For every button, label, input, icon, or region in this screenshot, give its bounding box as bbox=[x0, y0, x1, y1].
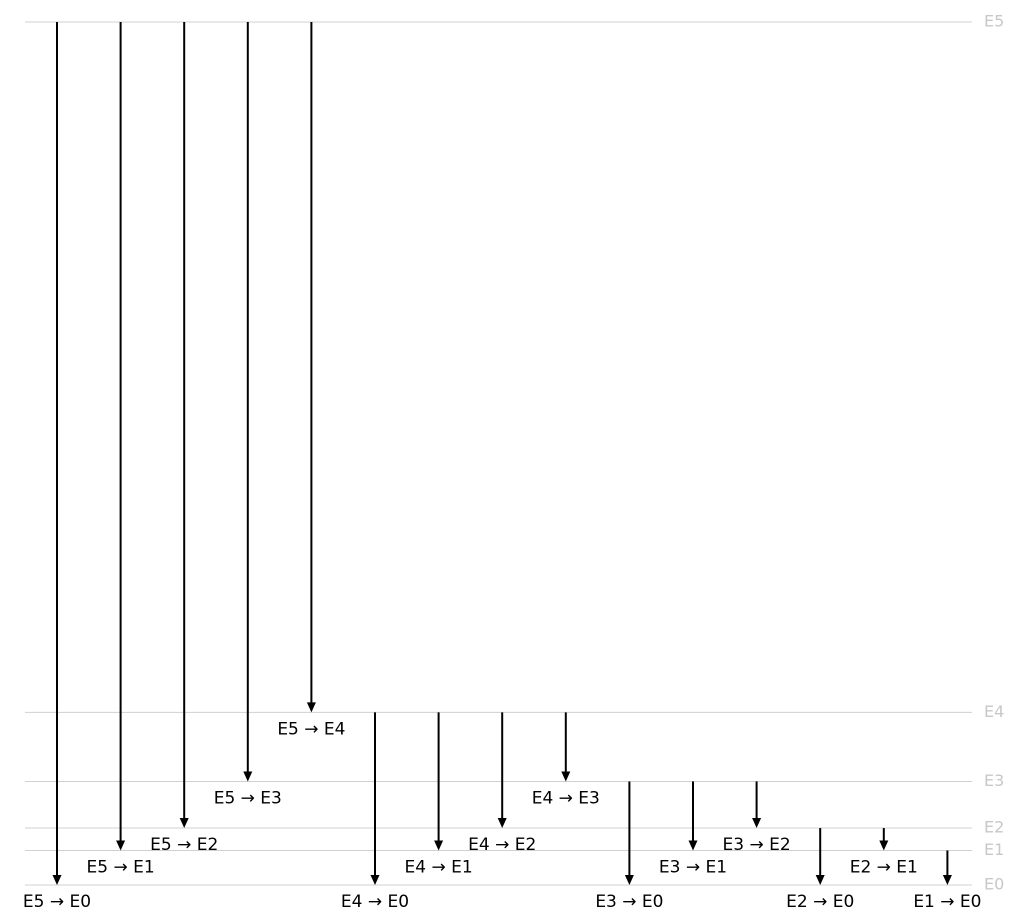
transition-label-e3-to-e1: E3 → E1 bbox=[659, 857, 727, 877]
transition-label-e2-to-e1: E2 → E1 bbox=[850, 857, 918, 877]
transition-label-e5-to-e2: E5 → E2 bbox=[150, 835, 218, 855]
transition-label-e4-to-e2: E4 → E2 bbox=[468, 835, 536, 855]
arrowhead-e4-to-e2 bbox=[497, 818, 507, 829]
level-label-e3: E3 bbox=[984, 771, 1004, 790]
level-label-e4: E4 bbox=[984, 702, 1004, 721]
transition-label-e5-to-e3: E5 → E3 bbox=[214, 788, 282, 808]
arrowhead-e2-to-e1 bbox=[879, 840, 889, 851]
transition-label-e1-to-e0: E1 → E0 bbox=[913, 892, 981, 912]
level-label-e1: E1 bbox=[984, 840, 1004, 859]
level-label-e2: E2 bbox=[984, 818, 1004, 837]
level-label-e5: E5 bbox=[984, 12, 1004, 31]
transition-label-e3-to-e2: E3 → E2 bbox=[723, 835, 791, 855]
arrowhead-e4-to-e3 bbox=[561, 771, 571, 782]
transition-arrows bbox=[52, 22, 952, 885]
transition-label-e5-to-e4: E5 → E4 bbox=[277, 719, 345, 739]
arrowhead-e2-to-e0 bbox=[815, 875, 825, 885]
transition-label-e5-to-e0: E5 → E0 bbox=[23, 892, 91, 912]
transition-label-e2-to-e0: E2 → E0 bbox=[786, 892, 854, 912]
arrowhead-e1-to-e0 bbox=[942, 875, 952, 885]
arrowhead-e5-to-e4 bbox=[306, 702, 316, 713]
arrowhead-e5-to-e1 bbox=[116, 840, 126, 851]
energy-levels: E5 E4 E3 E2 E1 E0 bbox=[25, 12, 1004, 894]
arrowhead-e5-to-e0 bbox=[52, 875, 62, 885]
arrowhead-e4-to-e0 bbox=[370, 875, 380, 885]
transition-label-e4-to-e3: E4 → E3 bbox=[532, 788, 600, 808]
arrowhead-e3-to-e2 bbox=[752, 818, 762, 829]
transition-label-e4-to-e1: E4 → E1 bbox=[405, 857, 473, 877]
transition-label-e3-to-e0: E3 → E0 bbox=[595, 892, 663, 912]
arrowhead-e5-to-e2 bbox=[179, 818, 189, 829]
arrowhead-e5-to-e3 bbox=[243, 771, 253, 782]
arrowhead-e4-to-e1 bbox=[434, 840, 444, 851]
arrowhead-e3-to-e0 bbox=[624, 875, 634, 885]
transition-label-e5-to-e1: E5 → E1 bbox=[87, 857, 155, 877]
transition-label-e4-to-e0: E4 → E0 bbox=[341, 892, 409, 912]
arrowhead-e3-to-e1 bbox=[688, 840, 698, 851]
level-label-e0: E0 bbox=[984, 875, 1004, 894]
